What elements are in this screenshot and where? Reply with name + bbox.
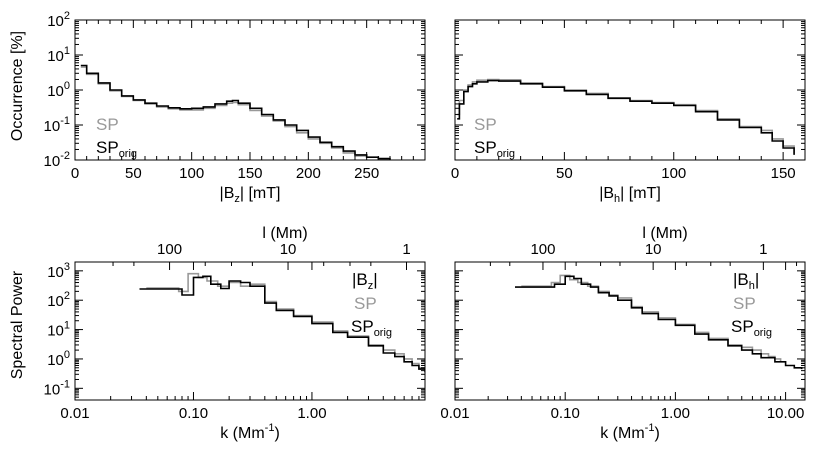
x-tick-label: 1.00	[297, 405, 326, 422]
x-tick-label: 50	[125, 165, 142, 182]
series-line-sp	[80, 66, 368, 158]
x-tick-label: 200	[296, 165, 321, 182]
legend-sp-hist-bz: SP	[96, 115, 119, 134]
legend-bh: |Bh|	[733, 270, 759, 292]
x-tick-label: 0.01	[440, 405, 469, 422]
legend-bz: |Bz|	[352, 270, 378, 292]
top-tick-label: 100	[157, 241, 182, 258]
y-tick-label: 101	[47, 45, 70, 65]
series-line-sp	[146, 272, 425, 371]
series-line-sp	[457, 78, 795, 154]
x-axis-title: |Bz| [mT]	[220, 185, 281, 205]
top-tick-label: 100	[530, 241, 555, 258]
x-axis-title: |Bh| [mT]	[599, 185, 661, 205]
ylabel-top: Occurrence [%]	[9, 31, 26, 141]
legend-sporig-hist-bh: SPorig	[474, 138, 515, 160]
series-line-sp-orig	[515, 275, 803, 370]
y-tick-label: 102	[47, 290, 70, 310]
top-axis-title: l (Mm)	[642, 225, 687, 242]
histogram-bh-panel: 0 50 100 150 |Bh| [mT]	[451, 19, 806, 205]
x-tick-label: 100	[179, 165, 204, 182]
x-tick-label: 150	[237, 165, 262, 182]
top-tick-label: 10	[645, 241, 662, 258]
plot-frame	[454, 19, 806, 161]
x-tick-label: 50	[556, 165, 573, 182]
x-tick-label: 0	[451, 165, 459, 182]
series-line-sp-orig	[457, 79, 795, 155]
x-tick-label: 150	[771, 165, 796, 182]
x-tick-label: 250	[354, 165, 379, 182]
x-tick-label: 0	[71, 165, 79, 182]
x-tick-label: 0.01	[60, 405, 89, 422]
x-tick-label: 10.00	[767, 405, 805, 422]
legend-sp-spec-bz: SP	[354, 294, 377, 313]
top-tick-label: 1	[402, 241, 410, 258]
ylabel-bottom: Spectral Power	[9, 270, 26, 379]
legend-sp-hist-bh: SP	[474, 115, 497, 134]
top-tick-label: 1	[759, 241, 767, 258]
legend-sporig-hist-bz: SPorig	[96, 138, 137, 160]
series-line-sp-orig	[80, 64, 391, 160]
legend-sp-spec-bh: SP	[733, 294, 756, 313]
top-tick-label: 10	[280, 241, 297, 258]
y-tick-label: 10-1	[44, 115, 70, 135]
y-tick-label: 103	[47, 261, 70, 281]
y-tick-label: 102	[47, 10, 70, 30]
top-axis-title: l (Mm)	[262, 225, 307, 242]
y-tick-label: 10-1	[44, 378, 70, 398]
histogram-bz-panel: 0 50 100 150 200 250 10-2 10-1 100 101 102 |Bz| [mT…	[44, 10, 426, 205]
spectrum-bh-panel: 0.01 0.10 1.00 10.00 k (Mm-1) l (Mm) 100 10 1	[440, 225, 806, 442]
legend-sporig-spec-bh: SPorig	[731, 317, 772, 339]
x-tick-label: 0.10	[551, 405, 580, 422]
x-tick-label: 0.10	[179, 405, 208, 422]
plot-frame	[74, 19, 426, 161]
series-line-sp	[521, 274, 782, 362]
x-axis-title: k (Mm-1)	[600, 422, 660, 442]
y-tick-label: 10-2	[44, 150, 70, 170]
y-tick-label: 100	[47, 349, 70, 369]
y-tick-label: 101	[47, 320, 70, 340]
series-line-sp-orig	[139, 275, 425, 373]
legend-sporig-spec-bz: SPorig	[351, 317, 392, 339]
x-axis-title: k (Mm-1)	[220, 422, 280, 442]
x-tick-label: 1.00	[661, 405, 690, 422]
x-tick-label: 100	[661, 165, 686, 182]
y-tick-label: 100	[47, 80, 70, 100]
